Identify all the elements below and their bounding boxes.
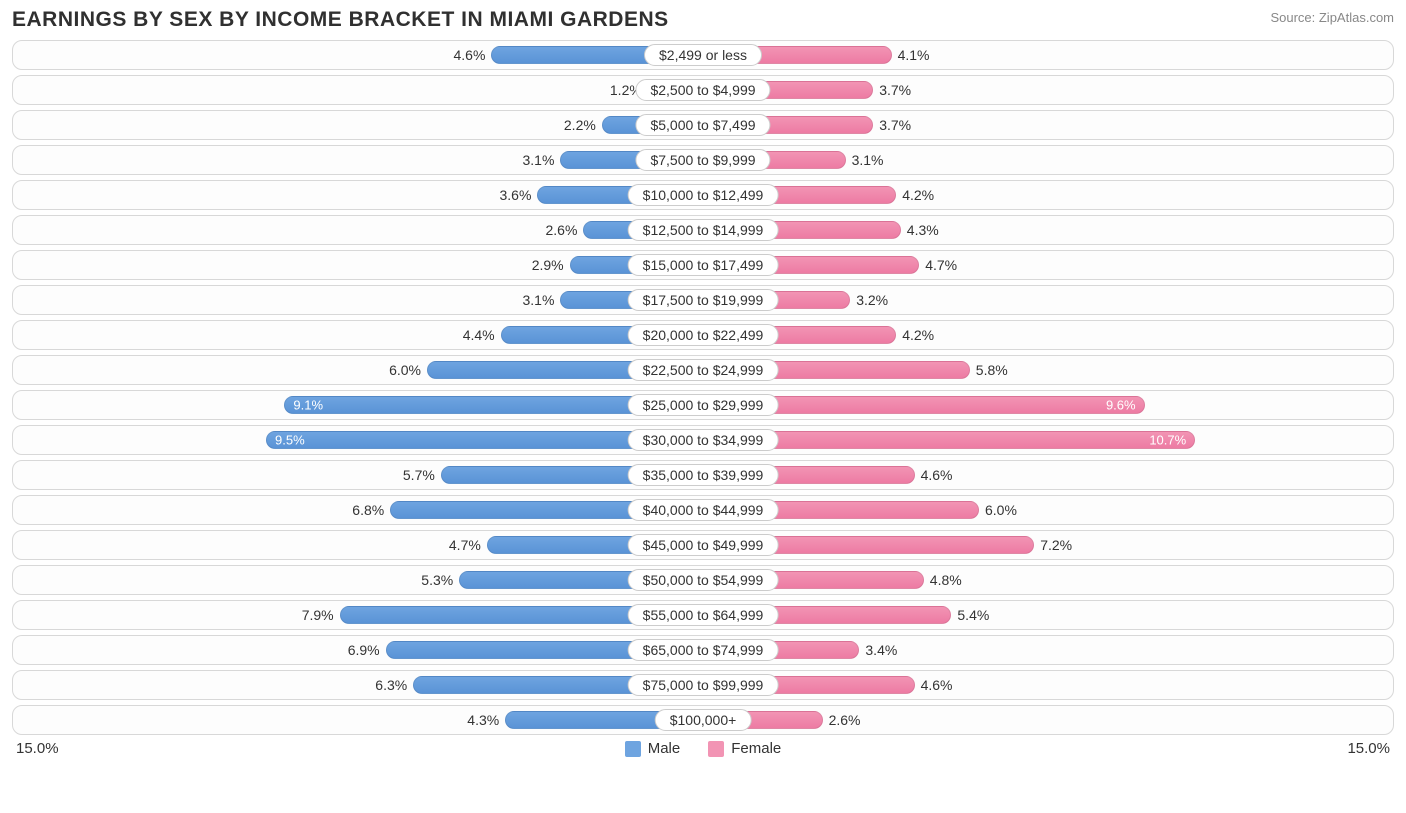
chart-row: 3.1% 3.2% $17,500 to $19,999 <box>12 285 1394 315</box>
legend-swatch-female <box>708 741 724 757</box>
chart-source: Source: ZipAtlas.com <box>1270 10 1394 25</box>
female-pct: 2.6% <box>829 712 861 728</box>
female-pct: 4.7% <box>925 257 957 273</box>
female-pct: 3.2% <box>856 292 888 308</box>
female-pct: 4.2% <box>902 187 934 203</box>
chart-row: 9.1% 9.6% $25,000 to $29,999 <box>12 390 1394 420</box>
female-pct: 4.3% <box>907 222 939 238</box>
bracket-label: $30,000 to $34,999 <box>628 429 779 451</box>
chart-row: 4.7% 7.2% $45,000 to $49,999 <box>12 530 1394 560</box>
male-pct: 7.9% <box>302 607 334 623</box>
axis-right-max: 15.0% <box>1347 740 1390 757</box>
chart-row: 6.3% 4.6% $75,000 to $99,999 <box>12 670 1394 700</box>
chart-row: 3.1% 3.1% $7,500 to $9,999 <box>12 145 1394 175</box>
female-pct: 3.7% <box>879 117 911 133</box>
chart-row: 2.2% 3.7% $5,000 to $7,499 <box>12 110 1394 140</box>
legend: Male Female <box>625 740 782 757</box>
chart-header: EARNINGS BY SEX BY INCOME BRACKET IN MIA… <box>12 8 1394 32</box>
bracket-label: $10,000 to $12,499 <box>628 184 779 206</box>
legend-label-female: Female <box>731 740 781 757</box>
male-pct: 6.3% <box>375 677 407 693</box>
chart-row: 5.7% 4.6% $35,000 to $39,999 <box>12 460 1394 490</box>
male-pct: 2.2% <box>564 117 596 133</box>
female-pct: 4.2% <box>902 327 934 343</box>
female-pct: 4.6% <box>921 677 953 693</box>
chart-row: 2.9% 4.7% $15,000 to $17,499 <box>12 250 1394 280</box>
bracket-label: $2,500 to $4,999 <box>635 79 770 101</box>
female-pct: 3.4% <box>865 642 897 658</box>
chart-row: 6.0% 5.8% $22,500 to $24,999 <box>12 355 1394 385</box>
female-pct: 4.8% <box>930 572 962 588</box>
bracket-label: $25,000 to $29,999 <box>628 394 779 416</box>
bracket-label: $100,000+ <box>655 709 752 731</box>
chart-footer: 15.0% Male Female 15.0% <box>12 740 1394 757</box>
chart-row: 2.6% 4.3% $12,500 to $14,999 <box>12 215 1394 245</box>
bracket-label: $55,000 to $64,999 <box>628 604 779 626</box>
bracket-label: $20,000 to $22,499 <box>628 324 779 346</box>
chart-title: EARNINGS BY SEX BY INCOME BRACKET IN MIA… <box>12 8 669 32</box>
diverging-bar-chart: 4.6%4.1%$2,499 or less1.2%3.7%$2,500 to … <box>12 40 1394 735</box>
legend-swatch-male <box>625 741 641 757</box>
male-pct: 4.6% <box>453 47 485 63</box>
bracket-label: $50,000 to $54,999 <box>628 569 779 591</box>
chart-row: 6.8% 6.0% $40,000 to $44,999 <box>12 495 1394 525</box>
female-pct: 3.7% <box>879 82 911 98</box>
bracket-label: $35,000 to $39,999 <box>628 464 779 486</box>
bracket-label: $45,000 to $49,999 <box>628 534 779 556</box>
bracket-label: $2,499 or less <box>644 44 762 66</box>
chart-row: 6.9% 3.4% $65,000 to $74,999 <box>12 635 1394 665</box>
female-pct: 9.6% <box>1106 398 1136 413</box>
bracket-label: $15,000 to $17,499 <box>628 254 779 276</box>
male-pct: 4.3% <box>467 712 499 728</box>
bracket-label: $40,000 to $44,999 <box>628 499 779 521</box>
female-pct: 3.1% <box>852 152 884 168</box>
male-pct: 4.4% <box>463 327 495 343</box>
female-pct: 7.2% <box>1040 537 1072 553</box>
chart-row: 5.3% 4.8% $50,000 to $54,999 <box>12 565 1394 595</box>
male-pct: 4.7% <box>449 537 481 553</box>
male-pct: 5.3% <box>421 572 453 588</box>
male-pct: 6.8% <box>352 502 384 518</box>
chart-row: 7.9% 5.4% $55,000 to $64,999 <box>12 600 1394 630</box>
bracket-label: $5,000 to $7,499 <box>635 114 770 136</box>
chart-row: 4.6% 4.1% $2,499 or less <box>12 40 1394 70</box>
axis-left-max: 15.0% <box>16 740 59 757</box>
male-pct: 2.9% <box>532 257 564 273</box>
bracket-label: $17,500 to $19,999 <box>628 289 779 311</box>
male-pct: 6.9% <box>348 642 380 658</box>
chart-row: 3.6% 4.2% $10,000 to $12,499 <box>12 180 1394 210</box>
chart-row: 9.5% 10.7% $30,000 to $34,999 <box>12 425 1394 455</box>
male-pct: 6.0% <box>389 362 421 378</box>
bracket-label: $7,500 to $9,999 <box>635 149 770 171</box>
female-pct: 10.7% <box>1149 433 1186 448</box>
female-pct: 5.4% <box>957 607 989 623</box>
male-pct: 9.5% <box>275 433 305 448</box>
chart-row: 4.3% 2.6% $100,000+ <box>12 705 1394 735</box>
male-pct: 9.1% <box>293 398 323 413</box>
legend-item-female: Female <box>708 740 781 757</box>
legend-item-male: Male <box>625 740 681 757</box>
male-pct: 5.7% <box>403 467 435 483</box>
female-pct: 6.0% <box>985 502 1017 518</box>
female-pct: 4.1% <box>898 47 930 63</box>
male-pct: 2.6% <box>545 222 577 238</box>
bracket-label: $65,000 to $74,999 <box>628 639 779 661</box>
male-pct: 3.6% <box>499 187 531 203</box>
bracket-label: $75,000 to $99,999 <box>628 674 779 696</box>
legend-label-male: Male <box>648 740 681 757</box>
chart-row: 1.2%3.7%$2,500 to $4,999 <box>12 75 1394 105</box>
bracket-label: $12,500 to $14,999 <box>628 219 779 241</box>
male-pct: 3.1% <box>522 152 554 168</box>
female-pct: 4.6% <box>921 467 953 483</box>
male-pct: 3.1% <box>522 292 554 308</box>
female-pct: 5.8% <box>976 362 1008 378</box>
chart-row: 4.4% 4.2% $20,000 to $22,499 <box>12 320 1394 350</box>
bracket-label: $22,500 to $24,999 <box>628 359 779 381</box>
